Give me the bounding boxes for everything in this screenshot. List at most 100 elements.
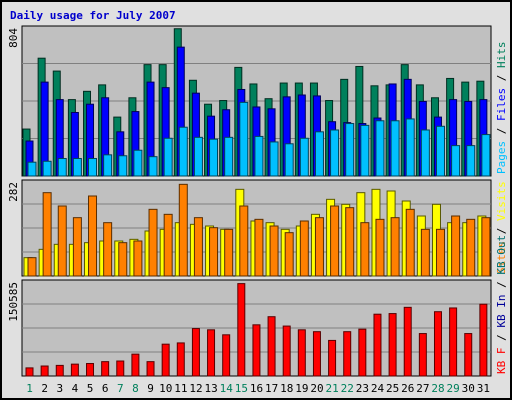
bar-pages-day-6 — [103, 154, 113, 177]
right-axis-label: Sites / Visits — [495, 181, 508, 274]
bar-kb-f-day-11 — [176, 342, 185, 377]
bar-pages-day-2 — [42, 160, 52, 177]
bar-sites-day-1 — [27, 257, 37, 277]
bar-pages-day-26 — [405, 118, 415, 177]
bar-sites-day-10 — [163, 213, 173, 277]
x-tick-label-26: 26 — [401, 382, 414, 395]
bar-pages-day-10 — [163, 137, 173, 177]
bar-pages-day-29 — [451, 145, 461, 177]
bar-kb-f-day-7 — [116, 360, 125, 377]
bar-pages-day-1 — [27, 161, 37, 177]
label-separator: / — [495, 68, 508, 88]
bar-sites-day-14 — [224, 228, 234, 277]
bar-sites-day-29 — [451, 215, 461, 277]
x-tick-label-12: 12 — [189, 382, 202, 395]
legend-kb-out: KB Out — [495, 235, 508, 275]
bar-sites-day-21 — [330, 205, 340, 277]
legend-visits: Visits — [495, 181, 508, 221]
x-tick-label-2: 2 — [41, 382, 48, 395]
x-tick-label-17: 17 — [265, 382, 278, 395]
legend-hits: Hits — [495, 42, 508, 69]
bar-pages-day-30 — [466, 145, 476, 177]
y-max-label: 282 — [7, 182, 20, 202]
panel-hits-files-pages: 804 Pages / Files / Hits — [7, 25, 508, 177]
bar-pages-day-11 — [178, 126, 188, 177]
bar-pages-day-27 — [420, 129, 430, 177]
bar-pages-day-19 — [299, 137, 309, 177]
bar-pages-day-3 — [57, 158, 67, 177]
bar-sites-day-19 — [299, 220, 309, 277]
bar-kb-f-day-15 — [237, 283, 246, 377]
panel-kbf: 150585 KB F / KB In / KB Out — [7, 235, 508, 377]
x-axis-labels: 1 2 3 4 5 6 7 8 9 10 11 12 13 14 15 16 17 18 19 20 21 22 23 24 2… — [26, 382, 490, 395]
bar-pages-day-13 — [209, 138, 219, 177]
bar-kb-f-day-8 — [131, 353, 140, 377]
bar-kb-f-day-18 — [282, 325, 291, 377]
bar-kb-f-day-26 — [403, 306, 412, 377]
bar-pages-day-9 — [148, 156, 158, 177]
x-tick-label-22: 22 — [341, 382, 354, 395]
bar-pages-day-25 — [390, 120, 400, 177]
x-tick-label-14: 14 — [220, 382, 234, 395]
bar-pages-day-23 — [360, 124, 370, 177]
x-tick-label-3: 3 — [57, 382, 64, 395]
bar-pages-day-31 — [481, 134, 491, 177]
x-tick-label-30: 30 — [462, 382, 475, 395]
x-tick-label-19: 19 — [295, 382, 308, 395]
bar-pages-day-22 — [345, 123, 355, 177]
legend-files: Files — [495, 88, 508, 121]
label-separator: / — [495, 221, 508, 241]
x-tick-label-28: 28 — [431, 382, 444, 395]
x-tick-label-8: 8 — [132, 382, 139, 395]
bar-pages-day-18 — [284, 143, 294, 177]
x-tick-label-10: 10 — [159, 382, 172, 395]
bar-kb-f-day-19 — [297, 329, 306, 377]
bar-kb-f-day-20 — [312, 331, 321, 377]
bar-sites-day-22 — [345, 207, 355, 277]
bar-kb-f-day-4 — [70, 363, 79, 377]
x-tick-label-11: 11 — [174, 382, 187, 395]
bar-kb-f-day-12 — [191, 328, 200, 377]
x-tick-label-6: 6 — [102, 382, 109, 395]
bar-sites-day-8 — [133, 240, 143, 277]
bar-sites-day-2 — [42, 192, 52, 277]
bar-kb-f-day-10 — [161, 343, 170, 377]
right-axis-label: KB F / KB In / KB Out — [495, 235, 508, 374]
legend-pages: Pages — [495, 141, 508, 174]
x-tick-label-21: 21 — [326, 382, 339, 395]
bar-pages-day-14 — [224, 136, 234, 177]
bar-sites-day-7 — [118, 242, 128, 277]
bar-sites-day-12 — [193, 217, 203, 277]
panel-visits-sites: 282 Sites / Visits — [7, 179, 508, 277]
label-separator: / — [495, 275, 508, 295]
legend-kb-in: KB In — [495, 295, 508, 328]
bar-sites-day-27 — [420, 228, 430, 277]
bar-sites-day-6 — [103, 222, 113, 277]
x-tick-label-24: 24 — [371, 382, 385, 395]
x-tick-label-16: 16 — [250, 382, 263, 395]
bar-pages-day-4 — [72, 158, 82, 177]
x-tick-label-9: 9 — [147, 382, 154, 395]
bar-kb-f-day-1 — [25, 367, 34, 377]
bar-sites-day-20 — [314, 217, 324, 277]
x-tick-label-4: 4 — [72, 382, 79, 395]
bar-kb-f-day-21 — [328, 339, 337, 377]
bar-sites-day-30 — [466, 218, 476, 277]
bar-kb-f-day-14 — [222, 334, 231, 377]
bar-sites-day-16 — [254, 218, 264, 277]
bar-kb-f-day-2 — [40, 365, 49, 377]
legend-sites: Sites — [495, 241, 508, 274]
bar-pages-day-16 — [254, 135, 264, 177]
bar-kb-f-day-31 — [479, 303, 488, 377]
bar-pages-day-8 — [133, 149, 143, 177]
x-tick-label-29: 29 — [447, 382, 460, 395]
bar-sites-day-3 — [57, 205, 67, 277]
bar-kb-f-day-13 — [207, 329, 216, 377]
label-separator: / — [495, 328, 508, 348]
bar-sites-day-15 — [239, 205, 249, 277]
x-tick-label-1: 1 — [26, 382, 33, 395]
bar-kb-f-day-17 — [267, 316, 276, 377]
bar-pages-day-21 — [330, 129, 340, 177]
y-max-label: 804 — [7, 28, 20, 48]
